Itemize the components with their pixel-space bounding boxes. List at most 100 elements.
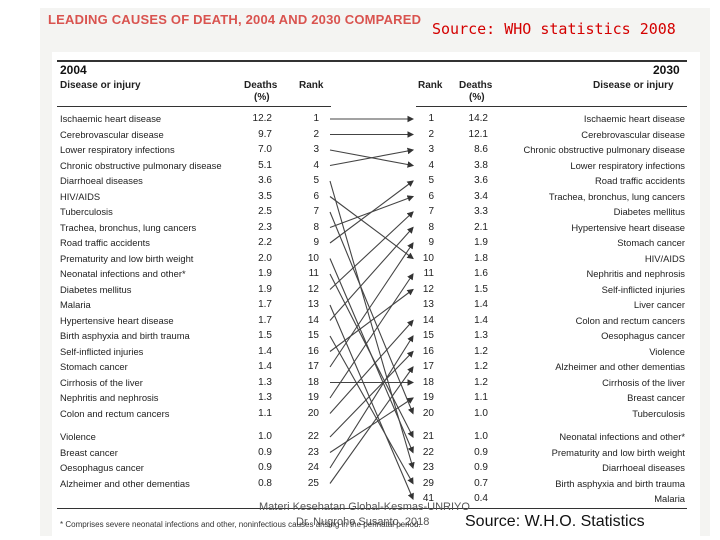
right-rank: 7: [428, 206, 434, 217]
right-rank: 5: [428, 175, 434, 186]
left-cause: Prematurity and low birth weight: [60, 252, 194, 264]
left-rank: 17: [307, 361, 319, 372]
right-rank: 19: [422, 392, 434, 403]
left-deaths: 1.9: [258, 283, 272, 295]
right-cause: Alzheimer and other dementias: [555, 361, 685, 372]
left-rank: 9: [313, 237, 319, 248]
right-cause: Diabetes mellitus: [613, 206, 685, 217]
left-rank-header: Rank: [299, 80, 324, 91]
left-deaths: 2.0: [258, 252, 272, 264]
right-deaths: 1.0: [474, 407, 488, 419]
left-cause: Trachea, bronchus, lung cancers: [60, 221, 197, 233]
left-rank: 25: [307, 477, 319, 489]
right-cause: HIV/AIDS: [644, 252, 685, 264]
right-deaths: 0.9: [474, 462, 488, 473]
left-rank: 16: [307, 345, 319, 357]
right-rank: 2: [428, 128, 434, 140]
comparison-table-panel: [52, 52, 700, 536]
left-cause: Road traffic accidents: [60, 237, 150, 248]
source-note-bottom: Source: W.H.O. Statistics: [465, 513, 645, 530]
left-header-rule: [57, 106, 331, 107]
left-cause: Colon and rectum cancers: [60, 407, 170, 419]
right-header-rule: [416, 106, 687, 107]
left-deaths: 1.9: [258, 268, 272, 279]
left-cause: Violence: [60, 431, 96, 442]
credit-line-1: Materi Kesehatan Global-Kesmas-UNRIYO: [259, 501, 470, 513]
right-deaths: 3.6: [474, 175, 488, 186]
right-cause: Hypertensive heart disease: [571, 221, 685, 233]
right-deaths: 1.1: [474, 392, 488, 403]
left-rank: 19: [307, 392, 319, 403]
left-cause: Oesophagus cancer: [60, 462, 144, 473]
right-deaths: 1.0: [474, 431, 488, 442]
left-rank: 13: [307, 299, 319, 310]
right-rank: 29: [422, 477, 434, 489]
right-deaths: 1.5: [474, 283, 488, 295]
right-cause: Trachea, bronchus, lung cancers: [548, 190, 685, 202]
right-cause: Road traffic accidents: [595, 175, 685, 186]
left-deaths: 1.4: [258, 345, 272, 357]
left-cause: Malaria: [60, 299, 91, 310]
left-cause: HIV/AIDS: [60, 190, 101, 202]
right-cause-header: Disease or injury: [593, 80, 674, 91]
right-deaths: 14.2: [468, 113, 488, 124]
rank-change-arrow: [329, 288, 414, 352]
left-rank: 10: [307, 252, 319, 264]
right-cause: Lower respiratory infections: [570, 159, 685, 171]
right-rank: 15: [422, 330, 434, 341]
right-deaths: 2.1: [474, 221, 488, 233]
right-rank: 13: [422, 299, 434, 310]
right-deaths: 3.3: [474, 206, 488, 217]
left-deaths: 0.9: [258, 462, 272, 473]
right-cause: Ischaemic heart disease: [583, 113, 685, 124]
left-deaths: 5.1: [258, 159, 272, 171]
left-cause: Alzheimer and other dementias: [60, 477, 190, 489]
right-cause: Liver cancer: [633, 299, 685, 310]
right-rank: 11: [423, 268, 434, 279]
right-cause: Stomach cancer: [617, 237, 685, 248]
right-cause: Nephritis and nephrosis: [586, 268, 686, 279]
left-rank: 3: [313, 144, 319, 155]
right-rank: 6: [428, 190, 434, 202]
left-cause: Cirrhosis of the liver: [60, 376, 143, 388]
left-rank: 7: [313, 206, 319, 217]
left-cause: Self-inflicted injuries: [60, 345, 144, 357]
right-cause: Oesophagus cancer: [601, 330, 685, 341]
rank-change-arrow: [329, 211, 414, 290]
left-cause: Diabetes mellitus: [60, 283, 132, 295]
left-deaths: 0.8: [258, 477, 272, 489]
right-deaths: 1.2: [474, 345, 488, 357]
footnote: * Comprises severe neonatal infections a…: [60, 520, 421, 529]
left-rank: 6: [313, 190, 319, 202]
left-rank: 12: [307, 283, 319, 295]
rank-change-arrow: [329, 211, 414, 415]
left-cause: Breast cancer: [60, 446, 118, 458]
rank-change-arrow: [329, 335, 414, 469]
rank-change-arrow: [329, 319, 414, 414]
left-cause-header: Disease or injury: [60, 80, 141, 91]
right-cause: Cirrhosis of the liver: [602, 376, 685, 388]
right-deaths: 1.2: [474, 361, 488, 372]
rank-change-arrow: [329, 180, 414, 244]
right-cause: Tuberculosis: [632, 407, 685, 419]
top-rule: [57, 60, 687, 62]
left-rank: 15: [307, 330, 319, 341]
right-rank: 9: [428, 237, 434, 248]
left-deaths: 1.3: [258, 392, 272, 403]
left-year: 2004: [60, 63, 87, 77]
rank-change-arrow: [329, 147, 415, 167]
right-cause: Breast cancer: [627, 392, 685, 403]
right-deaths: 0.4: [474, 493, 488, 504]
right-cause: Colon and rectum cancers: [575, 314, 685, 326]
right-deaths-header: Deaths: [459, 80, 493, 91]
bottom-rule: [57, 508, 687, 509]
left-deaths: 1.7: [258, 299, 272, 310]
right-cause: Birth asphyxia and birth trauma: [555, 477, 685, 489]
right-deaths: 0.9: [474, 446, 488, 458]
right-rank: 41: [422, 493, 434, 504]
right-deaths: 1.6: [474, 268, 488, 279]
right-pct-header: (%): [469, 92, 485, 103]
right-year: 2030: [653, 63, 680, 77]
rank-change-arrow: [329, 366, 414, 484]
